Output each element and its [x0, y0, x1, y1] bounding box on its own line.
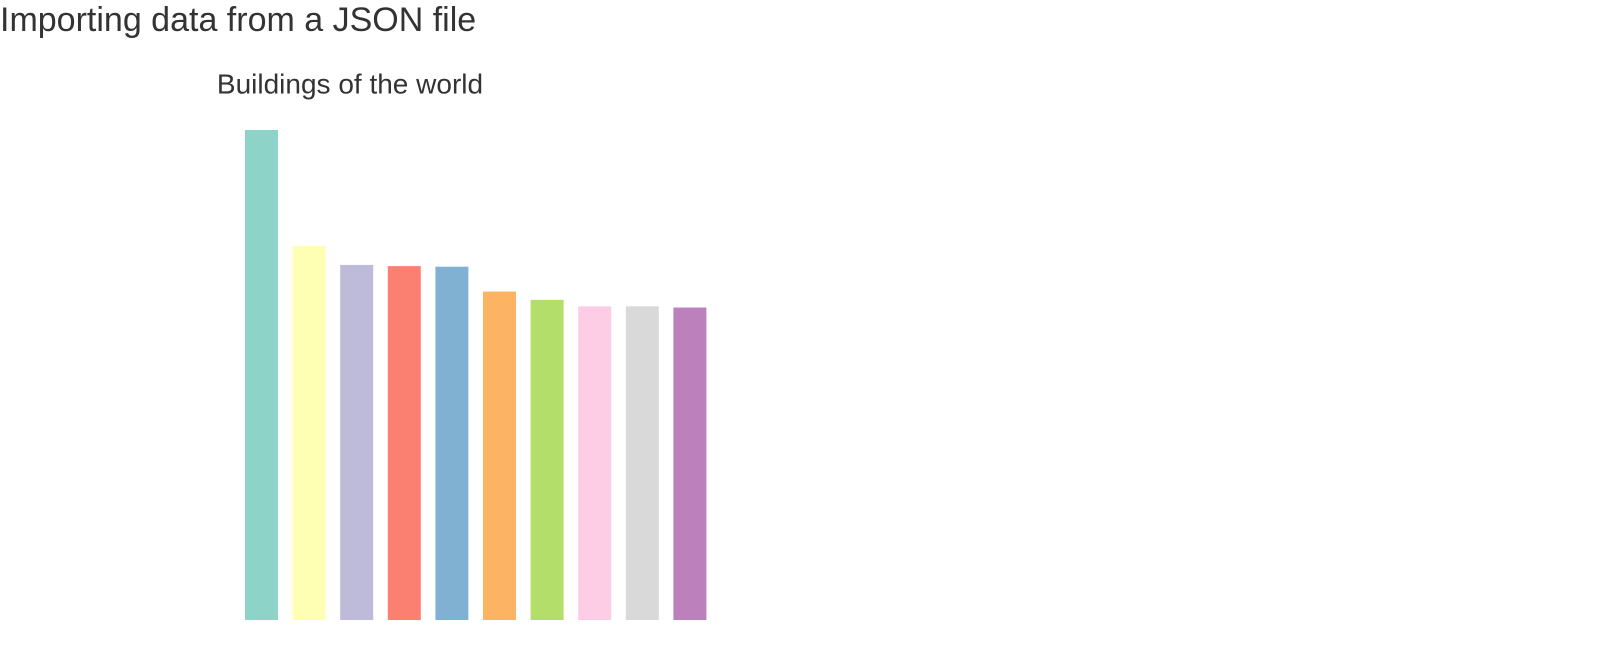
bar: [530, 299, 564, 620]
chart-title: Buildings of the world: [217, 68, 483, 99]
bar: [340, 264, 374, 620]
bar: [292, 245, 326, 620]
bar: [245, 130, 278, 620]
bar: [578, 306, 612, 620]
bar: [625, 306, 659, 620]
bar: [673, 307, 707, 620]
bar: [435, 266, 469, 620]
page-title: Importing data from a JSON file: [0, 1, 477, 39]
bar: [387, 266, 421, 620]
bar: [483, 291, 516, 620]
